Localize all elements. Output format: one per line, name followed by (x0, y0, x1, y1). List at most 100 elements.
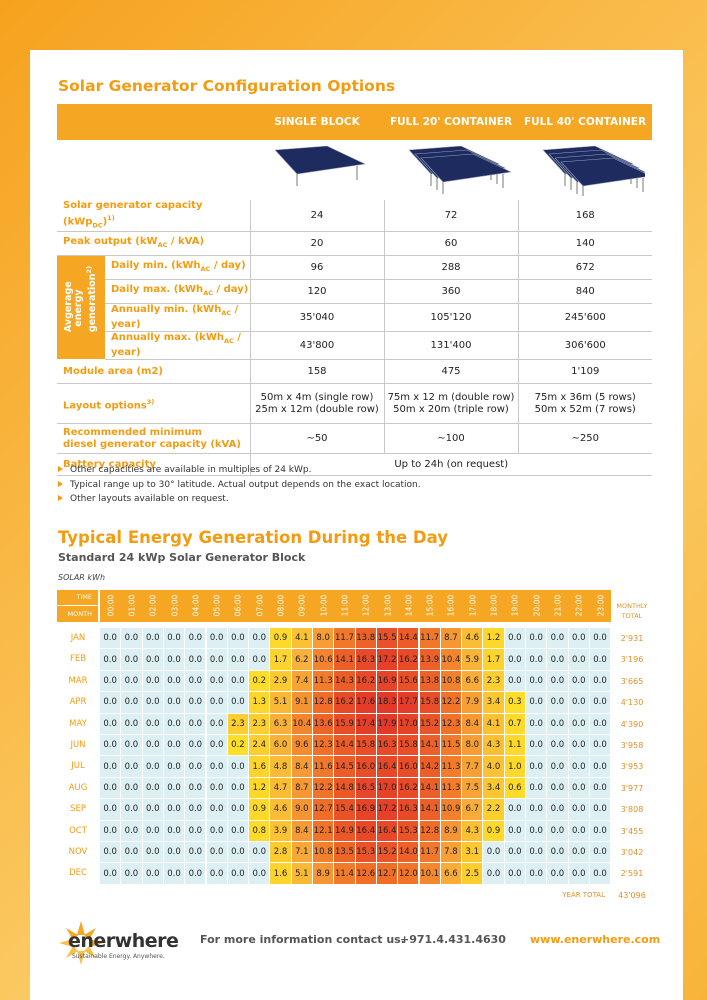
heat-cell: 4.3 (483, 735, 504, 756)
heat-cell: 0.0 (142, 799, 163, 820)
heat-cell: 6.0 (270, 735, 291, 756)
heat-cell: 7.9 (462, 692, 483, 713)
label-part: AC (221, 309, 232, 318)
heat-cell: 10.1 (419, 863, 440, 884)
image-row (57, 140, 653, 200)
value-cell: 105'120 (383, 303, 518, 333)
month-total: 3'808 (620, 805, 644, 815)
heat-cell: 11.5 (440, 735, 462, 756)
config-row: Daily max. (kWhAC / day) 120 360 840 (57, 279, 652, 305)
heat-cell: 12.2 (313, 777, 334, 799)
value-cell: 168 (517, 200, 652, 233)
heat-cell: 15.3 (398, 820, 419, 841)
heat-cell: 0.0 (227, 863, 249, 884)
heat-cell: 0.0 (100, 649, 121, 670)
heat-cell: 0.0 (121, 756, 142, 777)
value-cell: 131'400 (383, 331, 518, 361)
heat-cell: 0.0 (504, 863, 525, 884)
heat-cell: 17.0 (398, 713, 419, 734)
heat-cell: 0.0 (185, 692, 206, 713)
heat-cell: 12.7 (376, 863, 398, 884)
heatmap-title: Typical Energy Generation During the Day (58, 528, 448, 547)
header-row: SINGLE BLOCK FULL 20' CONTAINER FULL 40' C… (57, 104, 652, 140)
value-cell: 840 (517, 279, 652, 305)
month-total: 3'665 (620, 676, 644, 686)
heat-cell: 1.7 (270, 649, 291, 670)
hour-header (100, 590, 612, 622)
heat-cell: 0.0 (526, 713, 547, 734)
image-cell (384, 140, 518, 200)
heat-cell: 3.9 (270, 820, 291, 841)
heat-cell: 17.4 (355, 713, 376, 734)
heat-cell: 16.2 (398, 649, 419, 670)
heat-cell: 16.2 (355, 670, 376, 692)
heat-cell: 0.0 (121, 842, 142, 863)
heat-cell: 0.0 (163, 799, 185, 820)
heat-cell: 4.6 (462, 628, 483, 649)
heat-cell: 0.0 (121, 692, 142, 713)
corner (57, 104, 250, 140)
heat-cell: 0.0 (163, 777, 185, 799)
heat-cell: 0.0 (100, 863, 121, 884)
hour-label: 10:00 (319, 594, 329, 617)
heat-cell: 0.0 (227, 692, 249, 713)
heat-cell: 0.0 (100, 692, 121, 713)
heat-cell: 10.6 (313, 649, 334, 670)
logo-sun (59, 921, 103, 965)
heat-cell: 0.9 (483, 820, 504, 841)
heat-cell: 0.0 (249, 649, 270, 670)
heat-cell: 14.8 (334, 777, 355, 799)
heat-cell: 0.0 (547, 777, 568, 799)
total-label: MONTHLY TOTAL (616, 602, 648, 620)
heat-cell: 14.1 (419, 735, 440, 756)
heat-cell: 0.0 (547, 820, 568, 841)
heat-cell: 9.6 (291, 735, 312, 756)
heat-cell: 0.0 (142, 820, 163, 841)
heat-cell: 0.9 (249, 799, 270, 820)
label-part: Solar generator capacity (kWp (63, 200, 203, 228)
tagline: Sustainable Energy. Anywhere. (72, 953, 165, 960)
group-text: Avgerage energy generation2) (63, 266, 98, 332)
heat-cell: 0.0 (185, 799, 206, 820)
heat-cell: 13.8 (355, 628, 376, 649)
heat-cell: 14.4 (334, 735, 355, 756)
column-header: SINGLE BLOCK (250, 104, 384, 140)
heat-cell: 14.2 (419, 756, 440, 777)
heat-cell: 6.7 (462, 799, 483, 820)
heat-cell: 0.0 (185, 756, 206, 777)
heat-cell: 0.2 (227, 735, 249, 756)
heat-cell: 1.3 (249, 692, 270, 713)
contact: For more information contact us. (200, 933, 405, 946)
label-part: / kVA) (167, 236, 205, 248)
heat-cell: 2.9 (270, 670, 291, 692)
heat-cell: 0.0 (227, 649, 249, 670)
heat-cell: 0.0 (185, 735, 206, 756)
heat-cell: 0.0 (547, 863, 568, 884)
heat-cell: 0.0 (589, 628, 611, 649)
heat-cell: 14.1 (419, 799, 440, 820)
row-label: Layout options3) (57, 383, 250, 425)
heat-cell: 12.3 (440, 713, 462, 734)
hour-label: 14:00 (404, 594, 414, 617)
heat-cell: 6.3 (270, 713, 291, 734)
heat-cell: 15.3 (355, 842, 376, 863)
heat-cell: 8.0 (313, 628, 334, 649)
heat-cell: 3.4 (483, 777, 504, 799)
heat-cell: 15.9 (334, 713, 355, 734)
hour-label: 17:00 (468, 594, 478, 617)
year-total: 43'096 (618, 890, 646, 900)
heat-cell: 0.0 (206, 628, 227, 649)
heat-cell: 15.5 (376, 628, 398, 649)
heat-cell: 4.3 (462, 820, 483, 841)
heat-cell: 0.0 (227, 799, 249, 820)
month-name: JUL (71, 761, 85, 772)
heat-cell: 0.0 (142, 842, 163, 863)
heat-cell: 0.0 (206, 692, 227, 713)
month-name: DEC (69, 868, 87, 879)
month-total: 3'977 (620, 783, 644, 793)
heat-cell: 15.8 (419, 692, 440, 713)
label-part: Avgerage energy generation (62, 273, 99, 332)
time-label: TIME (57, 590, 98, 605)
heat-cell: 0.0 (163, 735, 185, 756)
heat-cell: 0.0 (589, 756, 611, 777)
